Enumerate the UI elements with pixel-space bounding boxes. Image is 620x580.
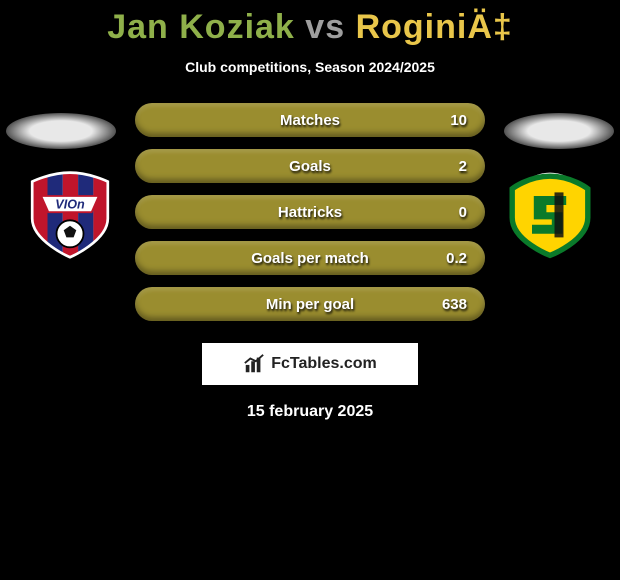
stat-right-value: 0.2 [427,250,467,267]
stat-label: Matches [280,112,340,129]
stat-label: Hattricks [278,204,342,221]
stat-bar: Min per goal 638 [135,287,485,321]
stat-right-value: 10 [427,112,467,129]
date-text: 15 february 2025 [0,403,620,421]
stat-right-value: 638 [427,296,467,313]
subtitle: Club competitions, Season 2024/2025 [0,59,620,75]
crest-banner-text: VIOn [55,198,85,212]
stat-label: Goals [289,158,331,175]
title-right: RoginiÄ‡ [356,8,513,46]
stat-bar: Goals per match 0.2 [135,241,485,275]
stat-bar: Matches 10 [135,103,485,137]
club-crest-right [500,169,600,259]
stat-bar: Goals 2 [135,149,485,183]
page-title: Jan Koziak vs RoginiÄ‡ [0,0,620,47]
stat-right-value: 2 [427,158,467,175]
title-vs: vs [295,8,356,46]
player-halo-left [6,113,116,149]
fc-vion-crest-icon: VIOn [20,169,120,259]
sk-crest-icon [500,169,600,259]
brand-text: FcTables.com [271,355,377,373]
bar-chart-icon [243,353,265,375]
brand-banner[interactable]: FcTables.com [202,343,418,385]
comparison-layout: VIOn Matches 10 Goals 2 Hattricks [0,103,620,421]
player-halo-right [504,113,614,149]
stat-label: Goals per match [251,250,369,267]
stat-right-value: 0 [427,204,467,221]
stat-bars: Matches 10 Goals 2 Hattricks 0 Goals per… [135,103,485,321]
club-crest-left: VIOn [20,169,120,259]
title-left: Jan Koziak [107,8,295,46]
stat-label: Min per goal [266,296,354,313]
stat-bar: Hattricks 0 [135,195,485,229]
